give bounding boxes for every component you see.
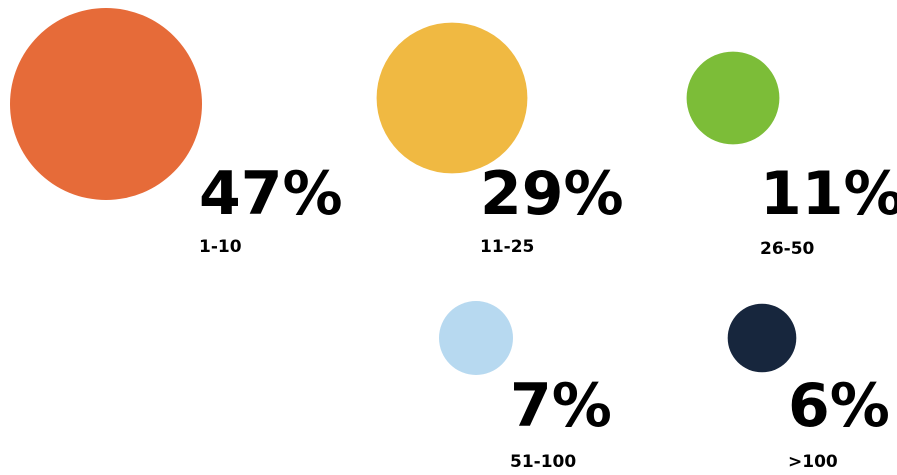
percent-label-51-100: 7%: [510, 371, 612, 441]
labels-group: 47% 1-10 29% 11-25 11% 26-50 7% 51-100 6% >100: [199, 159, 897, 472]
bubble-26-50: [686, 51, 780, 145]
percent-label-1-10: 47%: [199, 159, 343, 229]
bubble-11-25: [376, 22, 528, 174]
category-label-100: >100: [788, 452, 838, 472]
category-label-1-10: 1-10: [199, 237, 242, 257]
category-label-11-25: 11-25: [480, 237, 534, 257]
category-label-51-100: 51-100: [510, 452, 576, 472]
bubble-51-100: [439, 301, 513, 375]
bubble-100: [727, 303, 797, 373]
percent-label-11-25: 29%: [480, 159, 624, 229]
bubbles-group: [10, 8, 797, 375]
bubble-1-10: [10, 8, 202, 200]
percent-label-100: 6%: [788, 371, 890, 441]
percent-label-26-50: 11%: [760, 159, 897, 229]
category-label-26-50: 26-50: [760, 239, 815, 259]
